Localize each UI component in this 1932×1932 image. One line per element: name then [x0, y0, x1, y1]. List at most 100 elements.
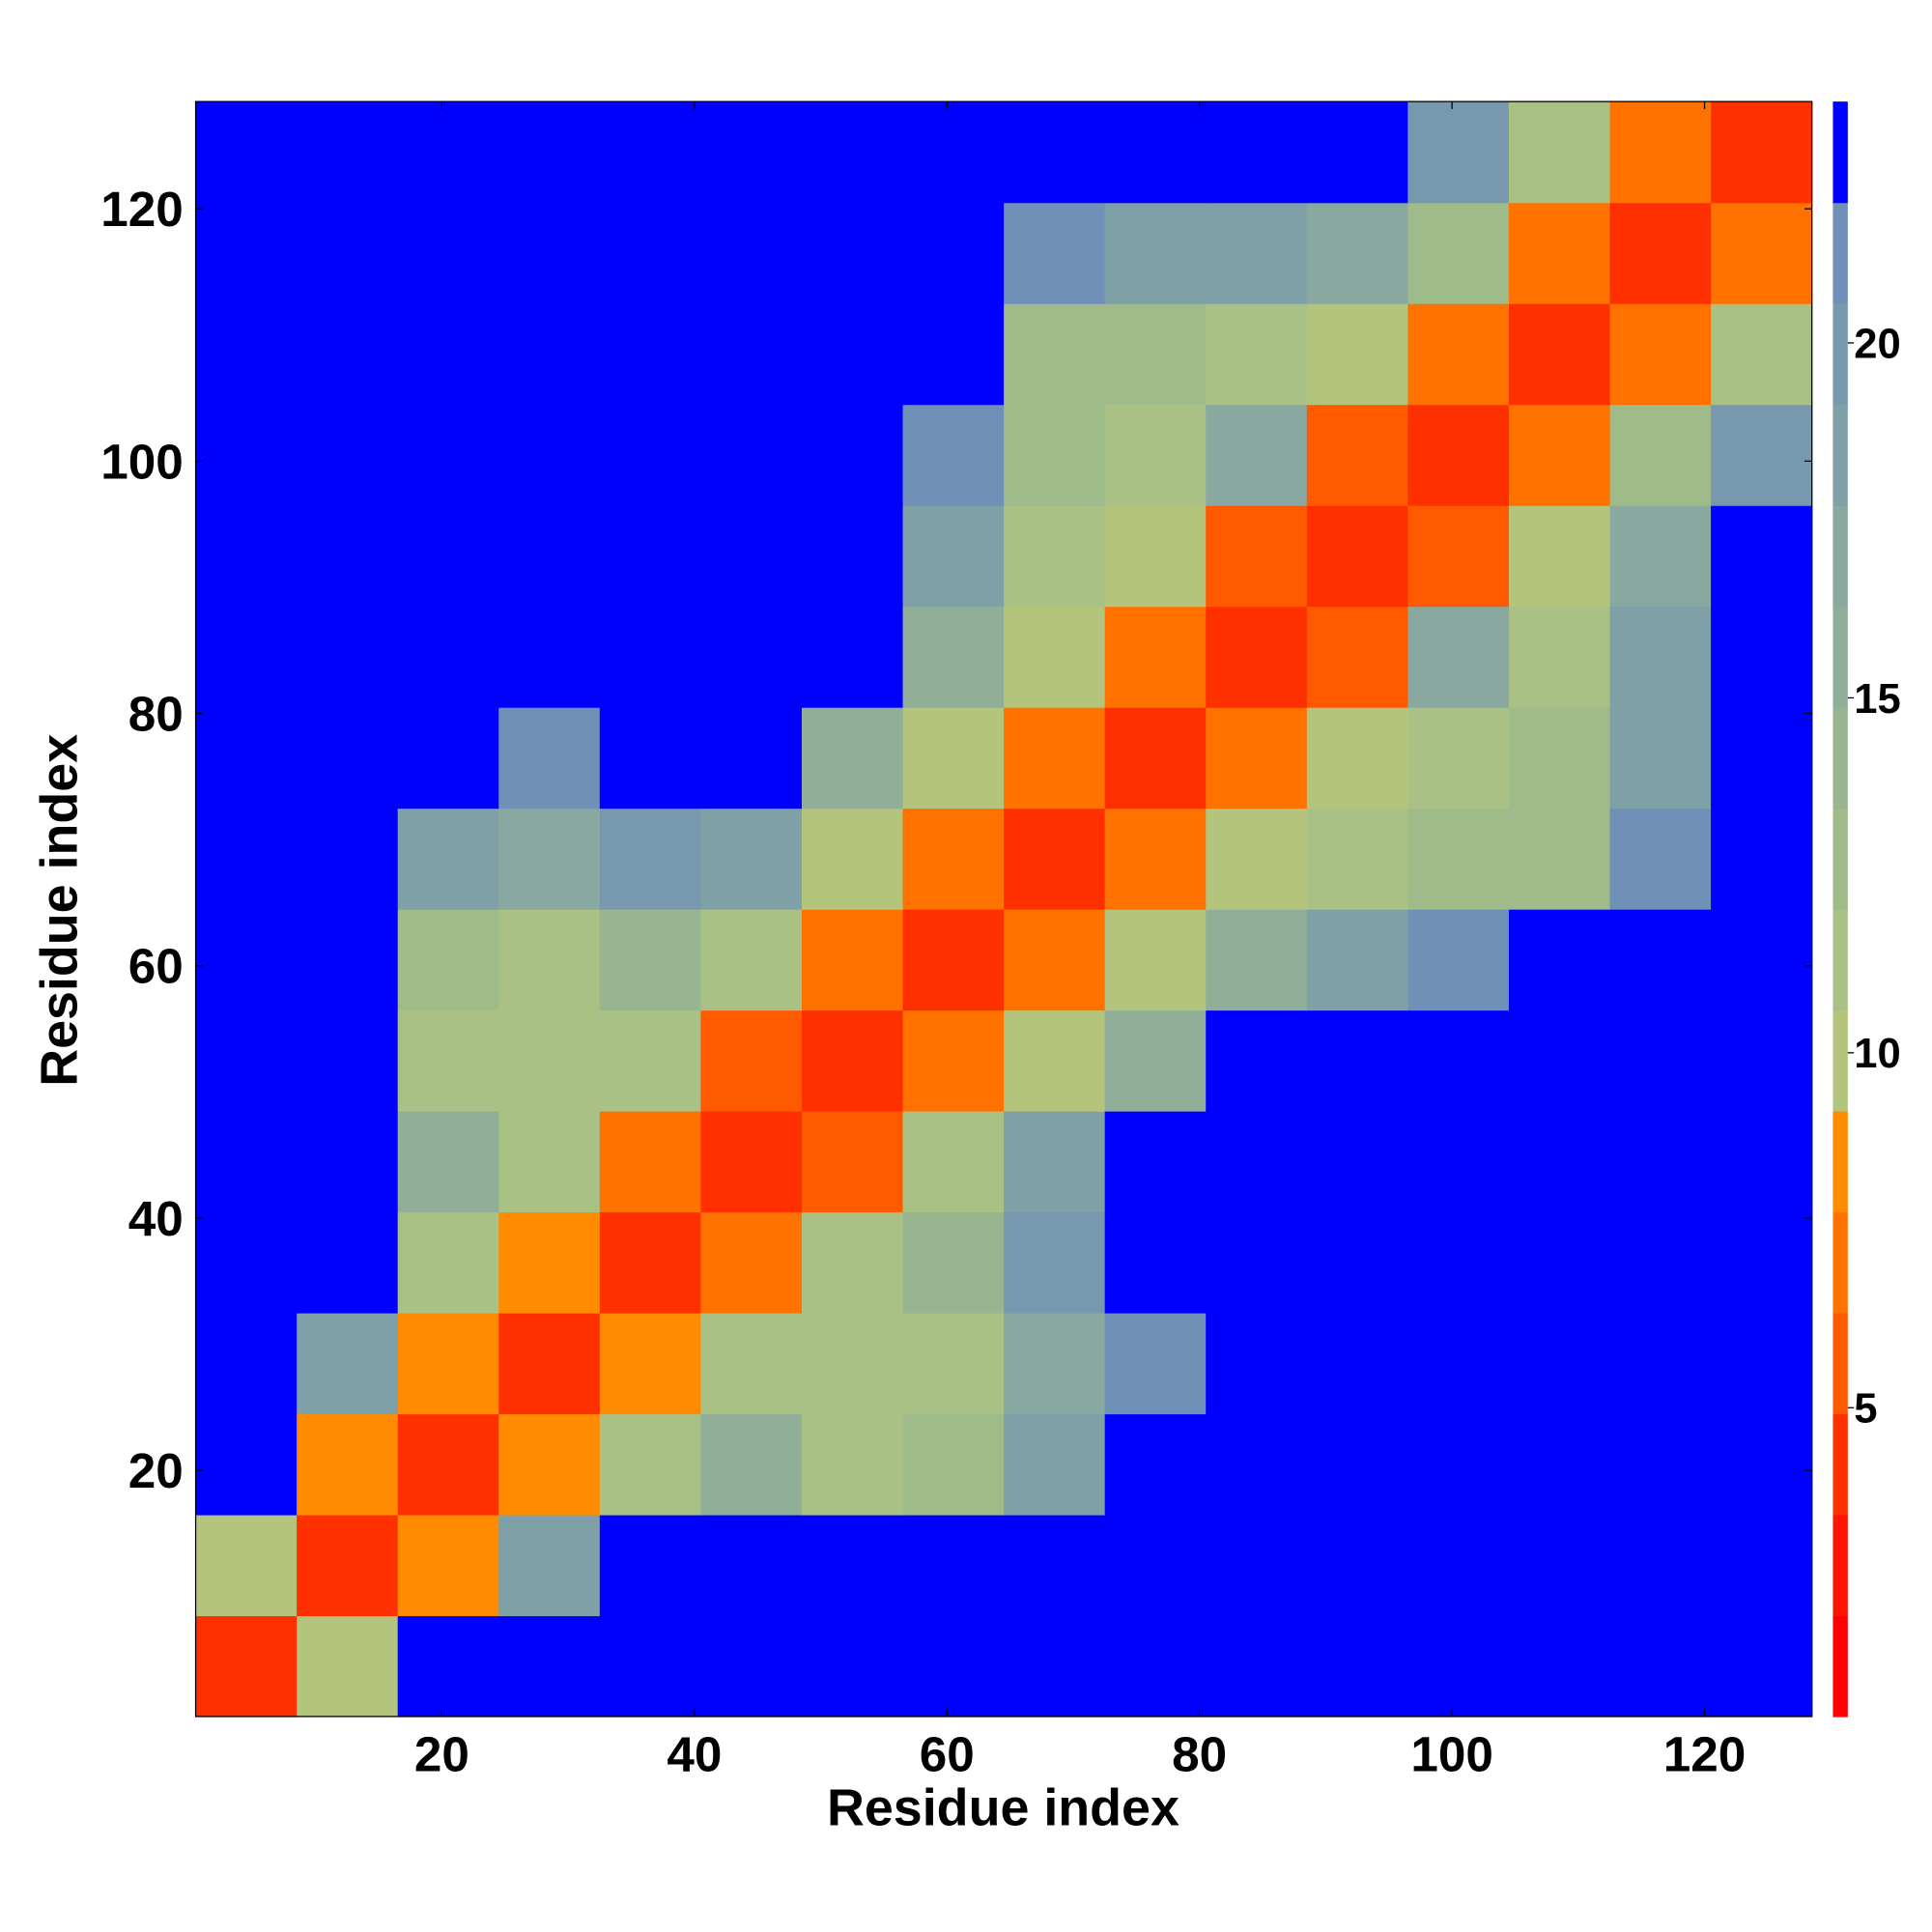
- heat-cell: [599, 707, 702, 810]
- heat-cell: [902, 707, 1005, 810]
- heat-cell: [1711, 707, 1813, 810]
- heat-cell: [801, 202, 904, 304]
- colorbar-segment: [1833, 1111, 1848, 1213]
- colorbar-segment: [1833, 606, 1848, 708]
- heat-cell: [1206, 707, 1308, 810]
- heat-cell: [1508, 202, 1611, 304]
- x-tick-label: 80: [1172, 1726, 1227, 1781]
- heat-cell: [498, 909, 601, 1011]
- heat-cell: [1407, 1009, 1510, 1112]
- heat-cell: [1004, 909, 1106, 1011]
- heat-cell: [297, 404, 399, 506]
- heat-cell: [1004, 808, 1106, 910]
- heat-cell: [1104, 303, 1207, 406]
- heat-cell: [1711, 808, 1813, 910]
- heat-cell: [700, 101, 803, 204]
- heat-cell: [1711, 606, 1813, 708]
- heat-cell: [700, 505, 803, 608]
- heat-cell: [1508, 1615, 1611, 1718]
- heat-cell: [195, 1111, 298, 1213]
- heat-cell: [1306, 1009, 1409, 1112]
- heat-cell: [1407, 909, 1510, 1011]
- heat-cell: [801, 1312, 904, 1415]
- heat-cell: [1206, 1312, 1308, 1415]
- heat-cell: [1104, 606, 1207, 708]
- colorbar-tick-label: 20: [1854, 321, 1900, 367]
- heat-cell: [297, 101, 399, 204]
- heat-cell: [801, 1111, 904, 1213]
- heat-cell: [397, 1615, 499, 1718]
- heat-cell: [1407, 1312, 1510, 1415]
- heat-cell: [1306, 1615, 1409, 1718]
- heat-cell: [599, 1111, 702, 1213]
- y-tick-label: 120: [100, 182, 184, 237]
- heat-cell: [498, 1111, 601, 1213]
- heat-cell: [498, 808, 601, 910]
- heat-cell: [1711, 1615, 1813, 1718]
- heat-cell: [801, 303, 904, 406]
- heat-cell: [599, 909, 702, 1011]
- colorbar-segment: [1833, 202, 1848, 304]
- heat-cell: [1609, 1413, 1712, 1516]
- heat-cell: [599, 404, 702, 506]
- heat-cell: [1306, 1514, 1409, 1617]
- y-axis-title: Residue index: [30, 734, 88, 1087]
- heat-cell: [1407, 707, 1510, 810]
- heat-cell: [1104, 1211, 1207, 1314]
- heat-cell: [1407, 1413, 1510, 1516]
- heat-cell: [297, 303, 399, 406]
- heat-cell: [599, 1615, 702, 1718]
- heat-cell: [1407, 808, 1510, 910]
- heat-cell: [902, 1615, 1005, 1718]
- heat-cell: [1609, 303, 1712, 406]
- heat-cell: [599, 202, 702, 304]
- heat-cell: [1609, 202, 1712, 304]
- heat-cell: [1104, 404, 1207, 506]
- heat-cell: [902, 606, 1005, 708]
- heat-cell: [1104, 909, 1207, 1011]
- heat-cell: [498, 101, 601, 204]
- heat-cell: [498, 1413, 601, 1516]
- heat-cell: [1508, 1111, 1611, 1213]
- heat-cell: [1104, 1514, 1207, 1617]
- heat-cell: [297, 1111, 399, 1213]
- heat-cell: [1104, 1009, 1207, 1112]
- heat-cell: [700, 909, 803, 1011]
- heat-cell: [902, 909, 1005, 1011]
- heat-cell: [1711, 1111, 1813, 1213]
- heat-cell: [195, 808, 298, 910]
- heat-cell: [397, 707, 499, 810]
- heat-cell: [195, 202, 298, 304]
- heat-cell: [297, 808, 399, 910]
- heat-cell: [297, 1009, 399, 1112]
- heat-cell: [1206, 909, 1308, 1011]
- heat-cell: [1004, 1514, 1106, 1617]
- heat-cell: [1508, 101, 1611, 204]
- heat-cell: [1104, 505, 1207, 608]
- heat-cell: [1711, 101, 1813, 204]
- heat-cell: [1508, 1514, 1611, 1617]
- y-tick-label: 80: [128, 687, 184, 742]
- heat-cell: [1508, 909, 1611, 1011]
- heat-cell: [700, 1009, 803, 1112]
- heat-cell: [195, 1615, 298, 1718]
- heat-cell: [1407, 404, 1510, 506]
- heat-cell: [1306, 707, 1409, 810]
- heat-cell: [498, 707, 601, 810]
- heat-cell: [700, 707, 803, 810]
- heat-cell: [1306, 1312, 1409, 1415]
- heat-cell: [1004, 1111, 1106, 1213]
- heat-cell: [498, 1211, 601, 1314]
- heat-cell: [1711, 1413, 1813, 1516]
- heat-cell: [1609, 101, 1712, 204]
- colorbar-tick-label: 10: [1854, 1031, 1900, 1077]
- heat-cell: [801, 606, 904, 708]
- heat-cell: [397, 404, 499, 506]
- heat-cell: [1711, 1514, 1813, 1617]
- heat-cell: [700, 303, 803, 406]
- heat-cell: [1711, 1009, 1813, 1112]
- plot-frame: [194, 100, 1813, 1718]
- heat-cell: [1206, 202, 1308, 304]
- heat-cell: [297, 1615, 399, 1718]
